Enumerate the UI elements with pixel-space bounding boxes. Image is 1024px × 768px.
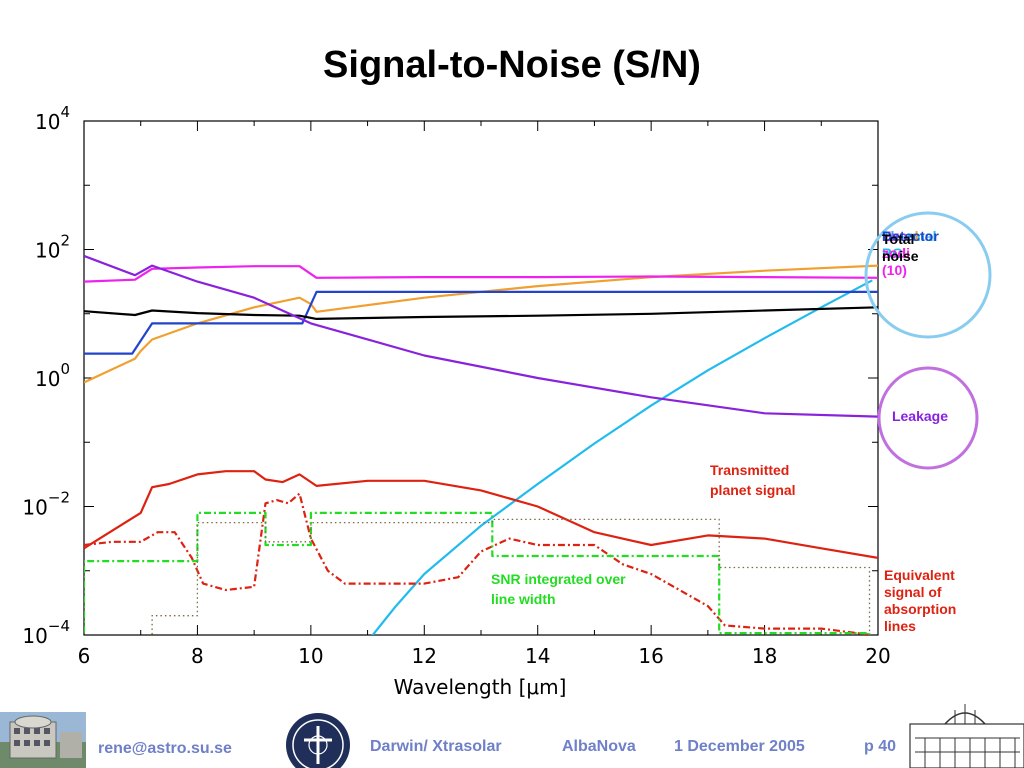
planet-label-line1: Transmitted <box>710 462 790 478</box>
series-snr-integrated-over-line-width <box>84 511 871 635</box>
x-tick-label: 12 <box>412 644 437 668</box>
series-layer <box>84 254 878 635</box>
albanova-building-image <box>0 712 86 768</box>
series-total-noise <box>84 306 878 320</box>
snr-label-line2: line width <box>491 591 556 607</box>
x-tick-label: 10 <box>298 644 323 668</box>
planet-label-line2: planet signal <box>710 482 796 498</box>
x-tick-label: 16 <box>638 644 663 668</box>
x-tick-label: 20 <box>865 644 890 668</box>
legend-leakage: Leakage <box>891 408 949 424</box>
series-thermal-bg <box>371 279 873 635</box>
observatory-drawing <box>909 704 1024 768</box>
slide-title: Signal-to-Noise (S/N) <box>323 44 701 86</box>
legend-detector: Detector <box>882 228 939 244</box>
footer-date: 1 December 2005 <box>674 738 805 755</box>
snr-label-line1: SNR integrated over <box>491 571 626 587</box>
series-detector <box>84 290 878 355</box>
x-tick-label: 6 <box>78 644 91 668</box>
footer-email[interactable]: rene@astro.su.se <box>98 740 232 757</box>
equiv-label-line1: Equivalent <box>884 567 955 583</box>
series-exo-zodi-10 <box>84 265 878 283</box>
equiv-label-line3: absorption <box>884 601 957 617</box>
slide-footer: rene@astro.su.se Darwin/ Xtrasolar AlbaN… <box>0 702 1024 768</box>
leakage-circle <box>877 366 979 470</box>
snr-chart: 6 8 10 12 14 16 18 20 104 102 100 10−2 10−4 Waveleng… <box>22 103 992 699</box>
planet-signal-annotation: Transmitted planet signal <box>710 462 840 499</box>
legend-local-zodi: Local zodi <box>882 228 919 261</box>
university-seal-logo <box>286 713 350 768</box>
y-tick-label: 10−2 <box>22 489 70 520</box>
footer-project: Darwin/ Xtrasolar <box>370 738 502 755</box>
legend-exo-zodi: Exo zodi (10) <box>882 228 910 278</box>
equivalent-signal-annotation: Equivalent signal of absorption lines <box>884 567 994 635</box>
series-leakage <box>84 254 878 418</box>
series-equivalent-signal-of-absorption-lines <box>84 492 873 635</box>
y-tick-label: 100 <box>35 360 70 391</box>
x-tick-label: 14 <box>525 644 550 668</box>
legend-total-noise: Total noise <box>882 231 919 264</box>
tick-labels: 6 8 10 12 14 16 18 20 104 102 100 10−2 10−4 <box>22 103 890 668</box>
legend-thermal-bg: Thermal BG <box>882 228 937 261</box>
series-dotted-reference <box>151 518 871 635</box>
snr-annotation: SNR integrated over line width <box>491 571 671 608</box>
y-tick-label: 104 <box>35 103 70 134</box>
x-tick-label: 8 <box>191 644 204 668</box>
y-tick-label: 10−4 <box>22 617 70 648</box>
equiv-label-line4: lines <box>884 618 916 634</box>
footer-venue: AlbaNova <box>562 738 636 755</box>
plot-frame <box>83 120 879 636</box>
footer-page: p 40 <box>864 738 897 755</box>
series-local-zodi <box>84 264 878 384</box>
x-axis-label: Wavelength [μm] <box>394 675 567 699</box>
axis-ticks <box>83 120 879 636</box>
equiv-label-line2: signal of <box>884 584 942 600</box>
x-tick-label: 18 <box>752 644 777 668</box>
noise-legend-circle <box>864 211 992 339</box>
y-tick-label: 102 <box>35 232 70 263</box>
series-transmitted-planet-signal <box>84 470 878 559</box>
